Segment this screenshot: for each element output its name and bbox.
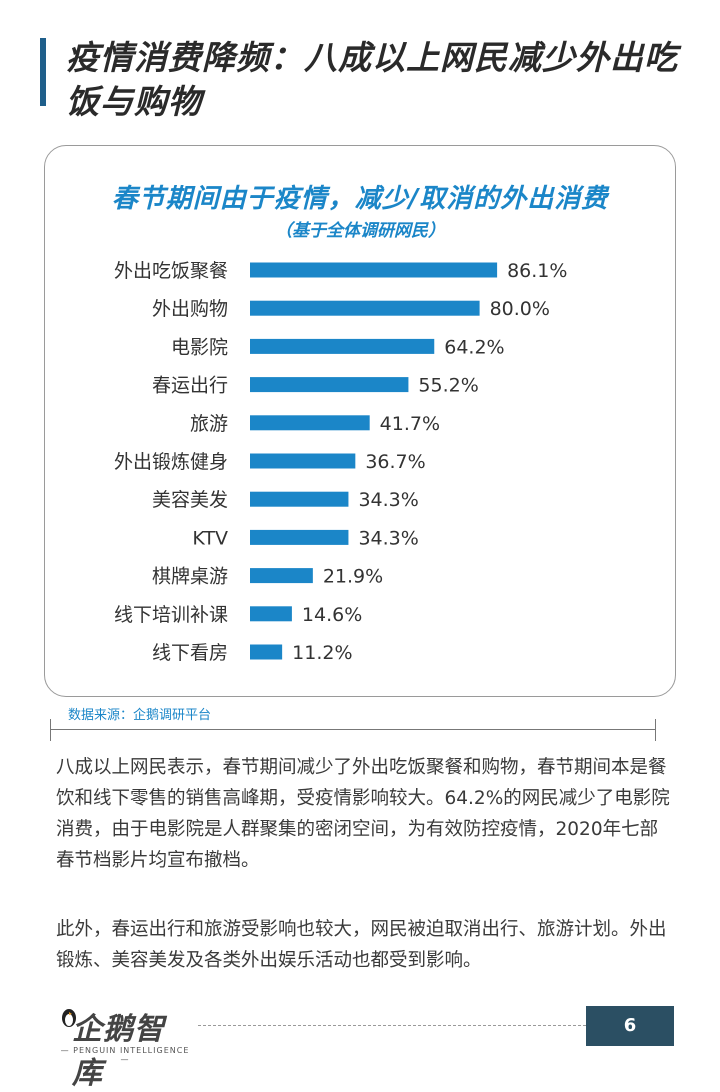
value-label: 55.2% (418, 375, 478, 397)
bar (250, 529, 349, 545)
category-label: 线下看房 (152, 642, 228, 664)
bar (250, 606, 292, 622)
category-label: 外出锻炼健身 (114, 451, 228, 473)
bar (250, 644, 283, 660)
category-label: 春运出行 (152, 375, 228, 397)
bar-chart: 外出吃饭聚餐 86.1% 外出购物 80.0% 电影院 64.2% 春运出行 55.2% 旅游 4… (114, 260, 567, 664)
value-label: 14.6% (302, 604, 362, 626)
category-label: 外出购物 (152, 298, 228, 320)
chart-subtitle: （基于全体调研网民） (275, 221, 445, 241)
page-number: 6 (586, 1006, 674, 1046)
bar (250, 300, 480, 316)
category-label: 电影院 (171, 336, 228, 358)
divider (50, 719, 656, 741)
value-label: 86.1% (507, 260, 567, 282)
value-label: 64.2% (444, 336, 504, 358)
category-label: 外出吃饭聚餐 (114, 260, 228, 282)
value-label: 21.9% (323, 566, 383, 588)
footer-divider (198, 1025, 586, 1026)
bar (250, 262, 498, 278)
value-label: 11.2% (292, 642, 352, 664)
category-label: 美容美发 (152, 489, 228, 511)
value-label: 41.7% (380, 413, 440, 435)
value-label: 34.3% (358, 489, 418, 511)
data-source: 数据来源：企鹅调研平台 (68, 708, 212, 723)
bar (250, 568, 313, 584)
value-label: 80.0% (490, 298, 550, 320)
paragraph-2: 此外，春运出行和旅游受影响也较大，网民被迫取消出行、旅游计划。外出锻炼、美容美发… (56, 919, 667, 971)
logo-subtitle: — PENGUIN INTELLIGENCE — (60, 1046, 190, 1064)
page-title: 疫情消费降频：八成以上网民减少外出吃饭与购物 (66, 38, 678, 121)
bar (250, 453, 356, 469)
paragraph-1: 八成以上网民表示，春节期间减少了外出吃饭聚餐和购物，春节期间本是餐饮和线下零售的… (56, 757, 670, 871)
bar (250, 415, 370, 431)
bar (250, 491, 349, 507)
bar (250, 377, 409, 393)
title-accent-bar (40, 38, 46, 106)
logo: 企鹅智库 — PENGUIN INTELLIGENCE — (60, 1004, 190, 1091)
bar (250, 338, 435, 354)
category-label: 旅游 (190, 413, 228, 435)
category-label: KTV (192, 527, 228, 549)
penguin-icon (62, 1009, 76, 1027)
category-label: 棋牌桌游 (152, 566, 228, 588)
value-label: 34.3% (358, 527, 418, 549)
category-label: 线下培训补课 (114, 604, 228, 626)
value-label: 36.7% (365, 451, 425, 473)
chart-title: 春节期间由于疫情，减少/取消的外出消费 (111, 184, 609, 214)
